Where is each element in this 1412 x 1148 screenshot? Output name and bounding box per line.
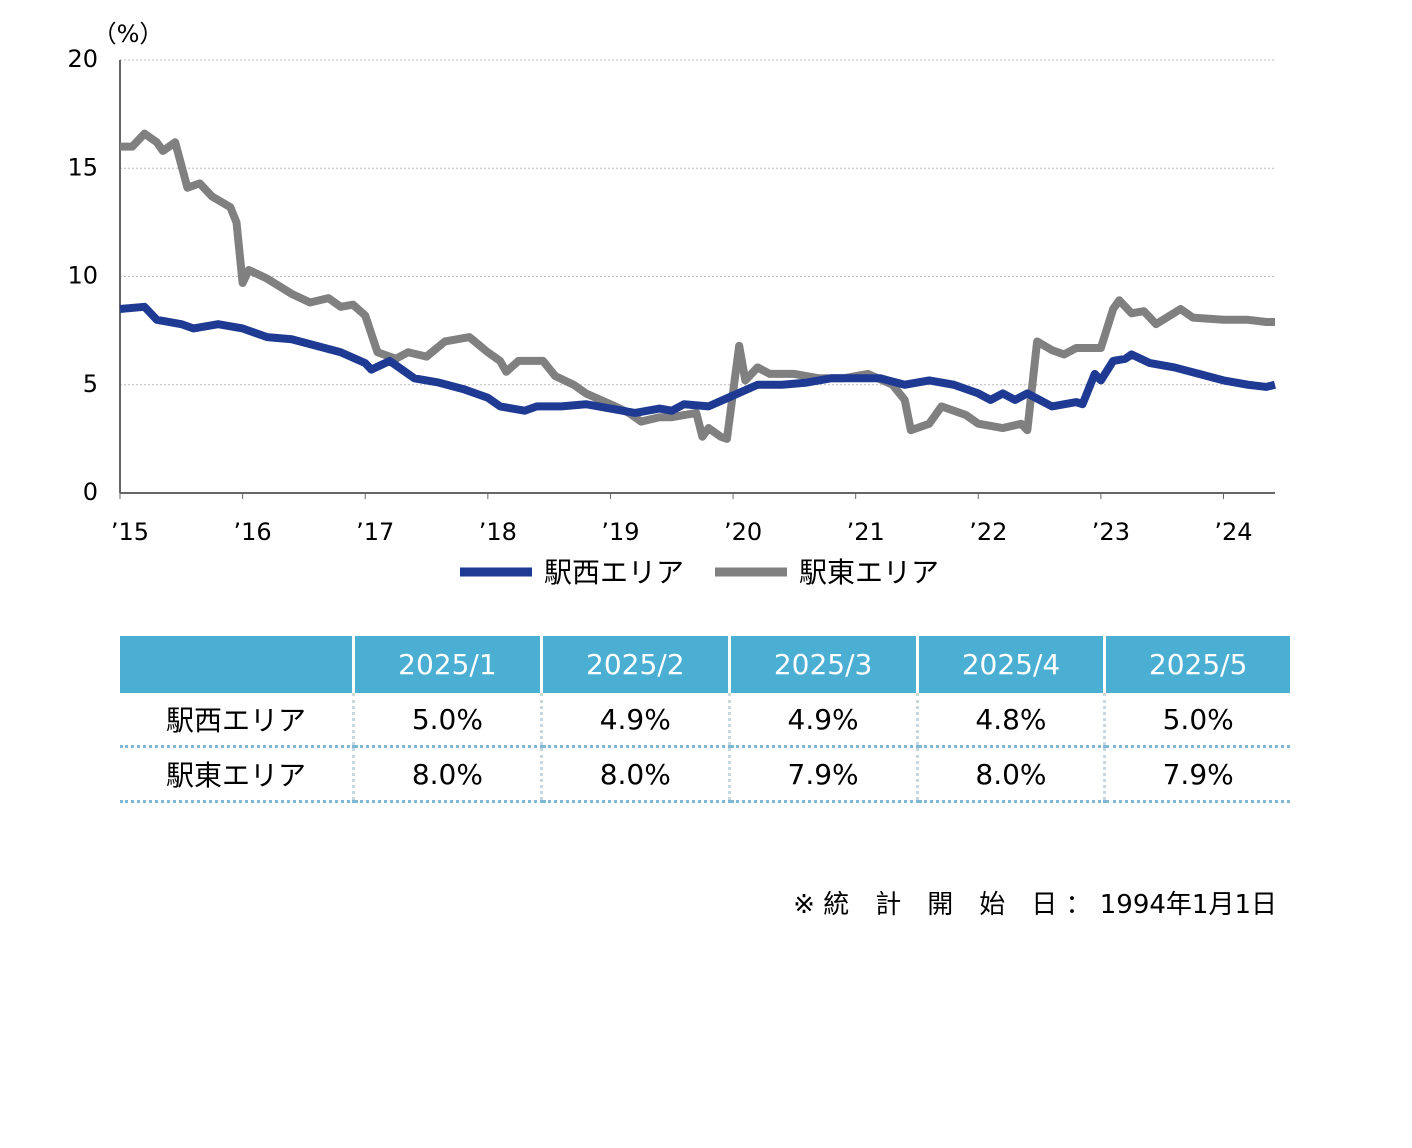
line-series xyxy=(119,302,1276,417)
cell: 4.9% xyxy=(727,693,918,748)
legend-label: 駅東エリア xyxy=(799,556,939,589)
header-cell xyxy=(120,636,354,693)
y-tick-label: 0 xyxy=(83,478,98,506)
cell: 7.9% xyxy=(727,746,918,803)
row-label: 駅西エリア xyxy=(120,693,354,748)
header-row: 2025/1 2025/2 2025/3 2025/4 2025/5 xyxy=(120,636,1290,693)
row: 駅東エリア 8.0% 8.0% 7.9% 8.0% 7.9% xyxy=(120,746,1290,803)
cell: 8.0% xyxy=(915,746,1105,803)
data-table: 2025/1 2025/2 2025/3 2025/4 2025/5 駅西エリア… xyxy=(120,636,1290,803)
x-tick-label: ’16 xyxy=(234,518,272,546)
note: ※ 統 計 開 始 日 ： 1994年1月1日 xyxy=(793,890,1277,920)
cell: 7.9% xyxy=(1103,746,1290,803)
x-tick-label: ’19 xyxy=(601,518,639,546)
y-tick-label: 20 xyxy=(67,45,98,73)
cell: 8.0% xyxy=(352,746,542,803)
line-series xyxy=(120,129,1275,443)
x-tick-label: ’21 xyxy=(847,518,885,546)
y-unit: （%） xyxy=(93,20,164,48)
row: 駅西エリア 5.0% 4.9% 4.9% 4.8% 5.0% xyxy=(120,693,1290,748)
cell: 5.0% xyxy=(1103,693,1290,748)
y-tick-label: 10 xyxy=(67,262,98,290)
y-tick-label: 5 xyxy=(83,370,98,398)
header-cell: 2025/2 xyxy=(539,636,730,693)
cell: 5.0% xyxy=(352,693,542,748)
x-tick-label: ’24 xyxy=(1214,518,1252,546)
x-tick-label: ’22 xyxy=(969,518,1007,546)
y-tick-label: 15 xyxy=(67,153,98,181)
cell: 8.0% xyxy=(539,746,730,803)
header-cell: 2025/4 xyxy=(915,636,1105,693)
cell: 4.9% xyxy=(539,693,730,748)
row-label: 駅東エリア xyxy=(120,746,354,803)
cell: 4.8% xyxy=(915,693,1105,748)
header-cell: 2025/1 xyxy=(352,636,542,693)
x-tick-label: ’18 xyxy=(479,518,517,546)
legend-label: 駅西エリア xyxy=(544,556,684,589)
x-tick-label: ’20 xyxy=(724,518,762,546)
chart: （%） 0 5 10 15 20 ’15 ’16 ’17 ’18 ’19 ’20 ’21 ’22 ’23 ’… xyxy=(67,20,1276,589)
x-tick-label: ’17 xyxy=(356,518,394,546)
header-cell: 2025/5 xyxy=(1103,636,1290,693)
x-tick-label: ’23 xyxy=(1092,518,1130,546)
header-cell: 2025/3 xyxy=(727,636,918,693)
x-tick-label: ’15 xyxy=(111,518,149,546)
